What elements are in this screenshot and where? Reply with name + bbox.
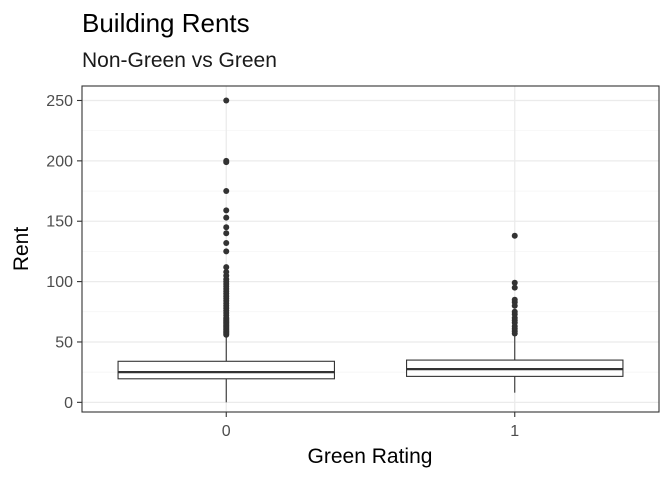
- outlier-point: [223, 207, 230, 214]
- boxes: [117, 97, 624, 403]
- iqr-box: [117, 360, 335, 380]
- outlier-point: [223, 239, 230, 246]
- y-tick-label: 100: [46, 274, 73, 291]
- outlier-point: [223, 248, 230, 255]
- outlier-point: [511, 232, 518, 239]
- outlier-point: [223, 230, 230, 237]
- outlier-point: [223, 214, 230, 221]
- x-tick-label: 0: [222, 423, 231, 440]
- x-tick-label: 1: [510, 423, 519, 440]
- y-axis-title: Rent: [10, 227, 33, 272]
- chart-title: Building Rents: [82, 8, 250, 38]
- panel-background: [82, 86, 659, 412]
- outlier-point: [511, 279, 518, 286]
- outlier-point: [223, 224, 230, 231]
- y-tick-label: 0: [64, 395, 73, 412]
- outlier-point: [223, 157, 230, 164]
- outlier-point: [223, 268, 230, 275]
- box-1: [406, 232, 624, 393]
- outlier-point: [223, 264, 230, 271]
- panel-border: [81, 85, 660, 413]
- x-axis-title: Green Rating: [308, 445, 433, 468]
- chart-subtitle: Non-Green vs Green: [82, 49, 277, 72]
- box-0: [117, 97, 335, 403]
- grid: [82, 86, 659, 412]
- y-tick-label: 50: [55, 334, 73, 351]
- outlier-point: [511, 308, 518, 315]
- y-tick-label: 150: [46, 214, 73, 231]
- y-tick-label: 200: [46, 153, 73, 170]
- outlier-point: [511, 284, 518, 291]
- outlier-point: [223, 97, 230, 104]
- outlier-point: [511, 296, 518, 303]
- outlier-point: [223, 188, 230, 195]
- y-axis: 0 50 100 150 200 250: [46, 93, 82, 412]
- y-tick-label: 250: [46, 93, 73, 110]
